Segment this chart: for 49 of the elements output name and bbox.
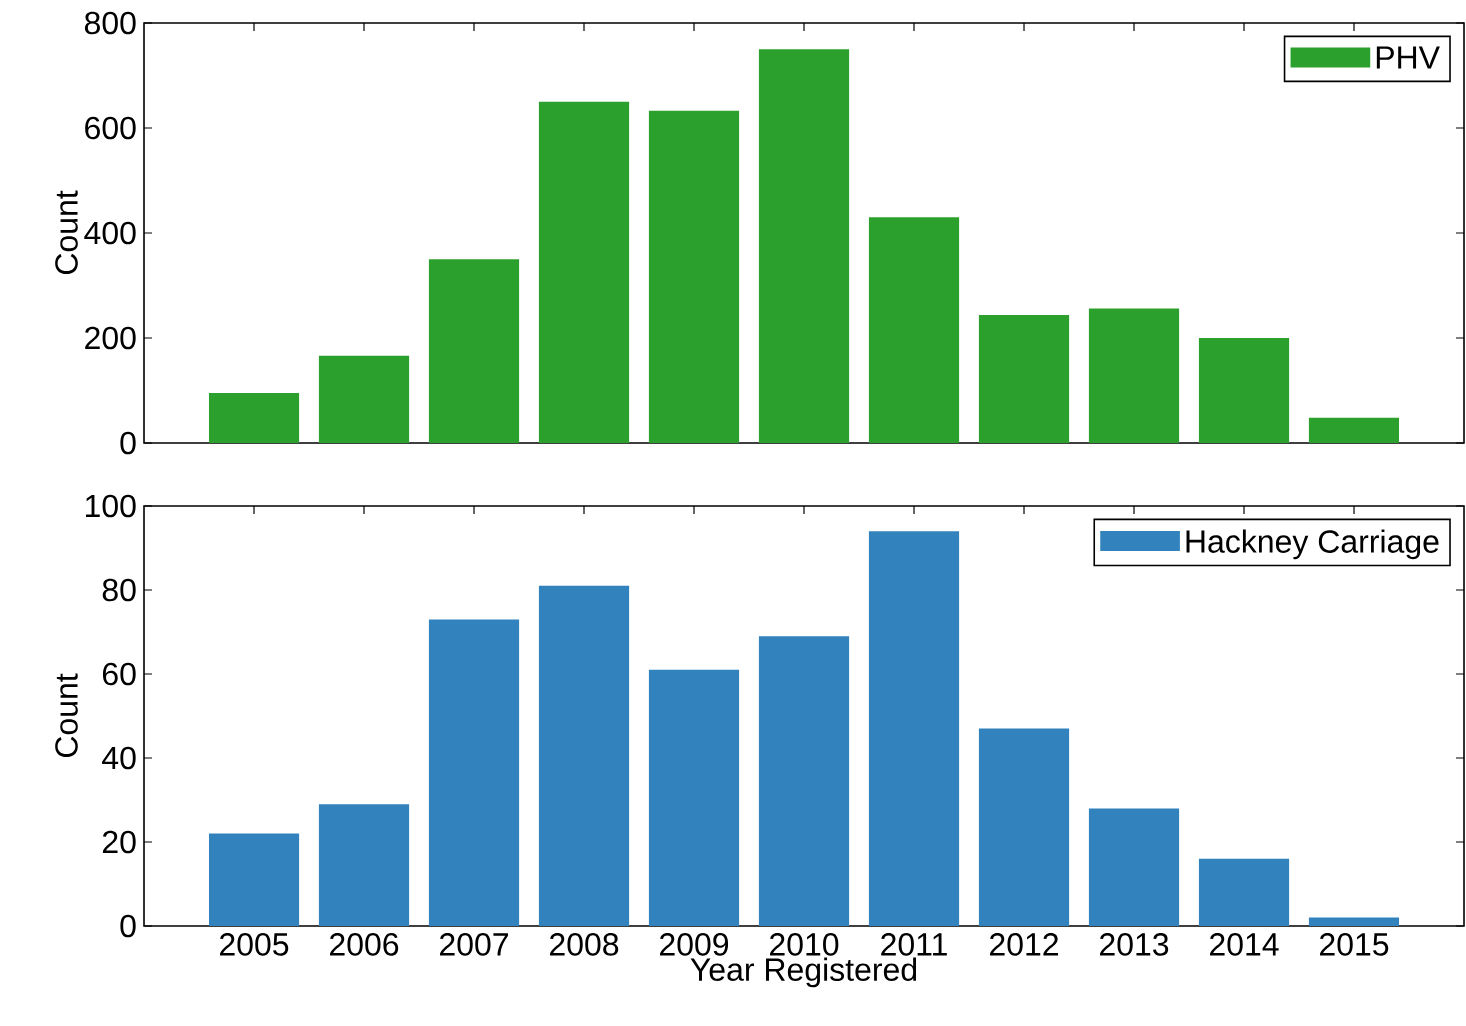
bar	[538, 585, 630, 926]
bar	[1088, 308, 1180, 443]
bar	[978, 728, 1070, 926]
bar	[758, 636, 850, 926]
bar	[318, 804, 410, 926]
bar	[1198, 858, 1290, 926]
x-tick-label: 2005	[220, 933, 289, 956]
bar	[1198, 337, 1290, 443]
y-tick-label: 400	[84, 221, 136, 245]
bar	[978, 314, 1070, 443]
x-tick-label: 2009	[660, 933, 729, 956]
bar	[648, 669, 740, 926]
y-tick-label: 60	[102, 662, 136, 686]
bar	[868, 531, 960, 926]
legend-label: Hackney Carriage	[1186, 529, 1439, 560]
x-tick-label: 2012	[990, 933, 1058, 956]
y-tick-label: 80	[102, 578, 136, 602]
bar	[208, 833, 300, 926]
bar	[1308, 417, 1400, 443]
x-tick-label: 2007	[440, 933, 508, 956]
x-tick-label: 2014	[1210, 933, 1279, 956]
y-tick-label: 0	[120, 431, 136, 455]
bar	[868, 217, 960, 443]
x-tick-label: 2013	[1100, 933, 1169, 956]
y-tick-label: 0	[120, 914, 136, 938]
y-tick-label: 200	[85, 326, 136, 350]
bar	[1308, 917, 1400, 926]
bar	[208, 393, 300, 443]
y-axis-title: Count	[55, 673, 78, 758]
y-tick-label: 600	[85, 116, 136, 140]
x-tick-label: 2011	[881, 933, 947, 956]
bar	[1088, 808, 1180, 926]
y-tick-label: 40	[102, 746, 136, 770]
bar	[428, 259, 520, 443]
x-tick-label: 2008	[550, 933, 619, 956]
bar	[318, 355, 410, 443]
legend-label: PHV	[1376, 46, 1440, 69]
y-tick-label: 100	[86, 494, 136, 518]
x-tick-label: 2015	[1320, 933, 1389, 956]
bar	[648, 110, 740, 443]
x-tick-label: 2010	[770, 933, 839, 956]
bar	[538, 101, 630, 443]
bar	[428, 619, 520, 926]
y-tick-label: 800	[84, 11, 136, 35]
bar	[758, 49, 850, 443]
x-tick-label: 2006	[330, 933, 399, 956]
y-axis-title: Count	[55, 190, 78, 275]
x-axis-title: Year Registered	[690, 957, 917, 988]
y-tick-label: 20	[102, 830, 136, 854]
